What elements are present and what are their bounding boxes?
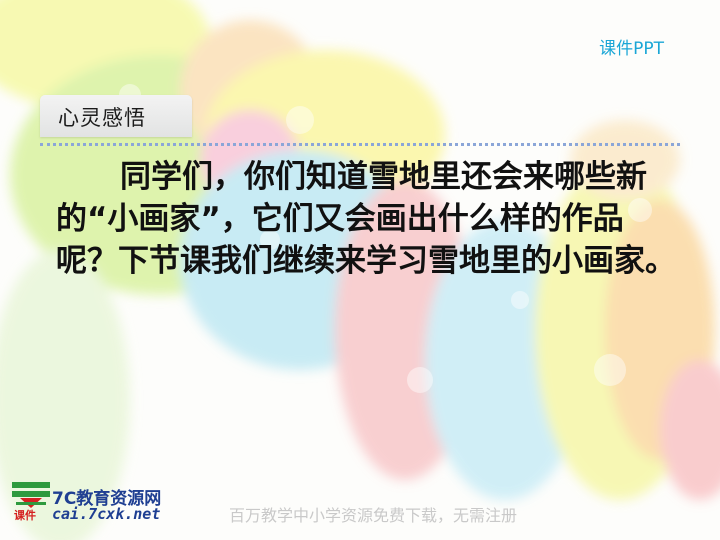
bg-bubble [407, 367, 433, 393]
brand-url[interactable]: cai.7cxk.net [52, 505, 161, 523]
bg-bubble [286, 106, 314, 134]
bg-bubble [511, 291, 529, 309]
bg-bubble [260, 230, 280, 250]
logo-caption: 课件 [14, 509, 36, 522]
download-arrow-icon [12, 482, 50, 508]
section-heading-title: 心灵感悟 [58, 106, 146, 130]
courseware-tag: 课件PPT [599, 39, 664, 59]
dotted-divider [40, 143, 680, 146]
bg-bubble [594, 354, 626, 386]
body-paragraph: 同学们，你们知道雪地里还会来哪些新的“小画家”，它们又会画出什么样的作品呢？下节… [56, 159, 676, 279]
section-heading-tab: 心灵感悟 [40, 95, 192, 137]
brand-name[interactable]: 7C教育资源网 [52, 489, 162, 509]
bg-blob-peach-right [570, 120, 680, 200]
bg-bubble [628, 198, 652, 222]
bg-blob-pink-corner [660, 360, 720, 500]
bg-blob-pale-left [0, 250, 130, 540]
footer-slogan: 百万教学中小学资源免费下载，无需注册 [229, 506, 518, 525]
